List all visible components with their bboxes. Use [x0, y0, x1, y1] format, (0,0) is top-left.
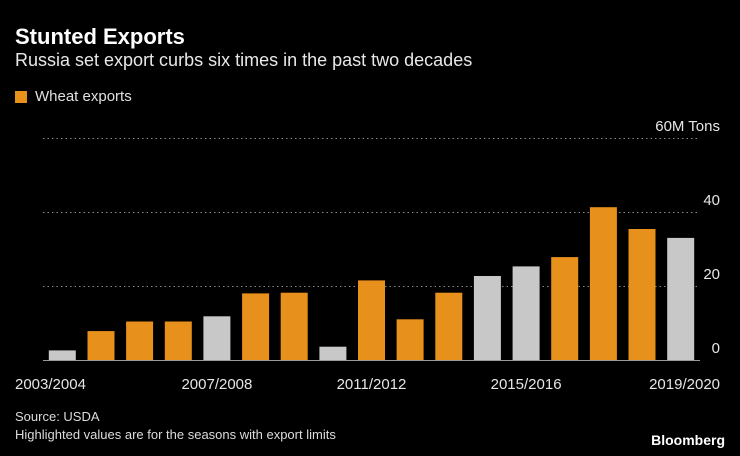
bar-2010/2011 — [319, 346, 347, 360]
bar-2015/2016 — [512, 266, 540, 360]
bar-2016/2017 — [551, 257, 579, 360]
x-tick-label: 2003/2004 — [15, 376, 86, 393]
x-tick-label: 2019/2020 — [649, 376, 720, 393]
legend-label: Wheat exports — [35, 88, 132, 105]
legend: Wheat exports — [15, 88, 132, 105]
bar-2009/2010 — [280, 292, 308, 360]
bar-chart: 0 20 40 60M Tons 2003/2004 2007/2008 2011/2012… — [15, 118, 720, 393]
bar-2007/2008 — [203, 316, 231, 360]
highlight-note: Highlighted values are for the seasons w… — [15, 427, 336, 442]
bar-2019/2020 — [667, 237, 695, 360]
bar-2014/2015 — [473, 276, 501, 360]
x-tick-label: 2015/2016 — [491, 376, 562, 393]
x-tick-label: 2007/2008 — [181, 376, 252, 393]
x-tick-label: 2011/2012 — [337, 376, 407, 393]
bar-2018/2019 — [628, 229, 656, 360]
bar-2008/2009 — [242, 293, 270, 360]
chart-subtitle: Russia set export curbs six times in the… — [15, 50, 473, 70]
chart-title: Stunted Exports — [15, 24, 185, 49]
bar-2011/2012 — [358, 280, 385, 360]
y-tick-label: 40 — [703, 192, 720, 209]
bar-2017/2018 — [589, 207, 617, 360]
source-note: Source: USDA — [15, 409, 100, 424]
y-tick-label: 60M Tons — [655, 118, 720, 135]
y-tick-label: 20 — [703, 266, 720, 283]
bloomberg-logo: Bloomberg — [651, 432, 725, 448]
bar-2004/2005 — [87, 331, 115, 360]
bar-2006/2007 — [164, 321, 192, 360]
bar-2012/2013 — [396, 319, 424, 360]
bar-2003/2004 — [48, 350, 76, 360]
bar-2005/2006 — [126, 321, 154, 360]
y-tick-label: 0 — [712, 340, 720, 357]
legend-swatch — [15, 90, 27, 103]
bar-2013/2014 — [435, 292, 463, 360]
